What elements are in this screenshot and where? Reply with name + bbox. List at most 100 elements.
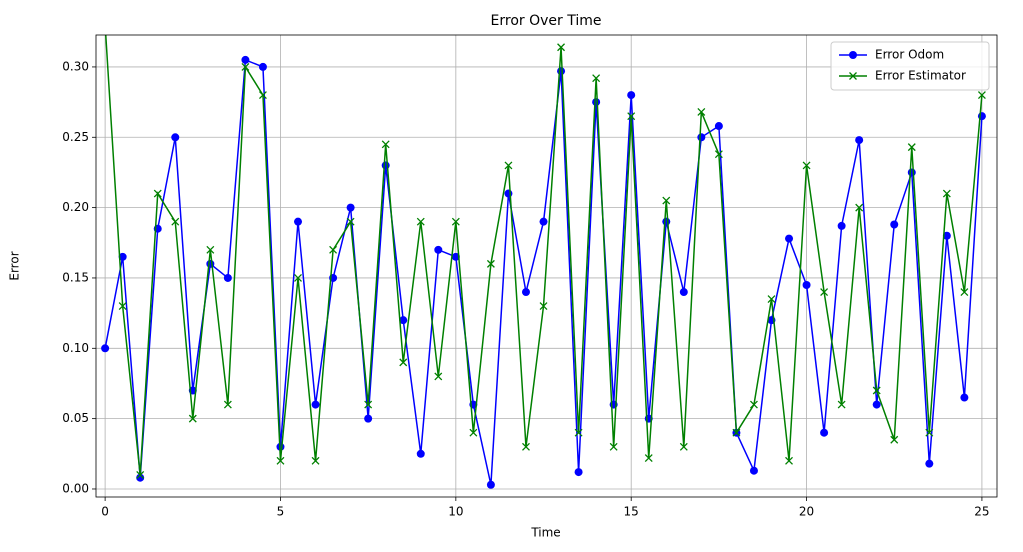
marker [592, 98, 601, 107]
marker [136, 473, 145, 482]
marker [311, 456, 320, 465]
marker [925, 459, 934, 468]
marker [785, 234, 794, 243]
marker [679, 288, 688, 297]
marker [102, 21, 109, 28]
marker [206, 245, 215, 254]
marker [294, 273, 302, 282]
marker [381, 161, 390, 170]
legend-label: Error Odom [875, 48, 944, 62]
marker [820, 428, 829, 437]
marker [294, 217, 303, 226]
marker [574, 468, 583, 477]
marker [872, 386, 881, 395]
y-tick-label: 0.25 [62, 130, 89, 144]
marker [364, 400, 373, 409]
marker [749, 466, 758, 475]
series-line [105, 35, 983, 475]
marker [469, 428, 478, 437]
marker [785, 456, 793, 465]
marker [849, 51, 857, 59]
marker [504, 161, 513, 170]
marker [399, 358, 408, 367]
series-line [104, 58, 983, 485]
chart-title: Error Over Time [491, 13, 602, 29]
marker [662, 217, 671, 226]
marker [451, 252, 460, 261]
marker [416, 449, 425, 458]
marker [364, 414, 373, 423]
marker [118, 252, 127, 261]
marker [907, 143, 916, 152]
y-tick-label: 0.15 [62, 270, 89, 284]
marker [416, 217, 425, 226]
marker [907, 168, 916, 177]
legend-box [830, 41, 990, 91]
marker [925, 428, 934, 437]
y-tick-label: 0.30 [62, 59, 89, 73]
marker [802, 161, 811, 170]
marker [679, 442, 688, 451]
x-tick-label: 25 [974, 505, 989, 519]
marker [434, 245, 443, 254]
marker [311, 400, 320, 409]
marker [504, 189, 513, 198]
marker [521, 288, 530, 297]
marker [942, 189, 951, 198]
y-tick-label: 0.00 [62, 481, 89, 495]
legend: Error Odom Error Estimator [830, 41, 990, 91]
marker [329, 245, 338, 254]
marker [732, 428, 741, 437]
legend-label: Error Estimator [875, 69, 966, 83]
marker [399, 316, 408, 325]
marker [171, 217, 180, 226]
y-tick-label: 0.20 [62, 200, 89, 214]
marker [276, 456, 285, 465]
marker [644, 454, 653, 462]
marker [171, 133, 180, 142]
y-tick-label: 0.05 [62, 411, 89, 425]
marker [627, 91, 636, 100]
x-tick-label: 0 [101, 505, 109, 519]
marker [574, 428, 583, 437]
marker [609, 442, 618, 451]
marker [153, 189, 162, 198]
x-tick-label: 10 [448, 505, 463, 519]
marker [241, 55, 250, 64]
marker [714, 150, 723, 159]
marker [697, 133, 706, 142]
marker [346, 217, 355, 226]
marker [188, 414, 197, 423]
marker [118, 302, 127, 311]
marker [849, 72, 857, 80]
marker [557, 67, 566, 76]
marker [767, 295, 776, 304]
marker [749, 400, 758, 409]
marker [592, 74, 601, 83]
marker [960, 288, 969, 296]
marker [714, 122, 723, 131]
x-axis-label: Time [530, 526, 560, 540]
marker [451, 217, 460, 226]
plot-frame [95, 34, 998, 498]
marker [802, 280, 811, 289]
marker [258, 62, 267, 71]
marker [206, 259, 215, 268]
marker [557, 43, 566, 52]
marker [960, 393, 969, 402]
marker [855, 136, 864, 145]
marker [223, 400, 232, 409]
marker [942, 231, 951, 240]
marker [136, 470, 145, 479]
x-tick-label: 20 [799, 505, 814, 519]
marker [381, 140, 390, 149]
marker [890, 220, 899, 229]
plot-area [101, 21, 986, 489]
marker [486, 259, 495, 268]
marker [977, 91, 986, 100]
marker [627, 112, 636, 121]
marker [522, 442, 530, 451]
marker [820, 288, 829, 296]
marker [855, 203, 864, 212]
